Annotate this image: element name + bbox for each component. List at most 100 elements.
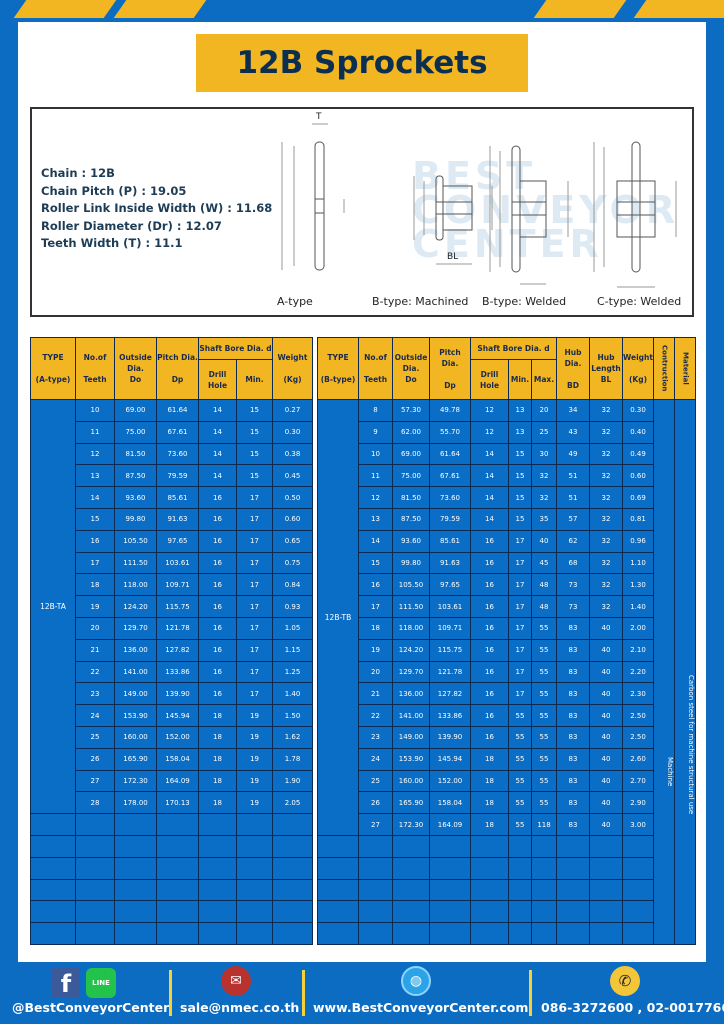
table-row: 12 81.50 73.60 14 15 32 51 32 0.69	[318, 486, 696, 509]
table-cell: 0.40	[622, 420, 654, 444]
empty-cell	[156, 922, 199, 945]
empty-cell	[470, 856, 509, 880]
table-cell: 55	[531, 747, 557, 771]
table-cell: 16	[470, 573, 509, 597]
table-cell: 26	[75, 747, 115, 771]
table-cell: 165.90	[392, 791, 430, 815]
table-cell: 17	[236, 616, 273, 640]
empty-row	[30, 878, 313, 902]
table-cell: 14	[470, 486, 509, 509]
empty-cell	[508, 834, 532, 858]
table-row: 16 105.50 97.65 16 17 0.65	[31, 529, 313, 553]
table-cell: 83	[556, 660, 590, 684]
table-cell: 55	[531, 725, 557, 749]
table-cell: 19	[358, 638, 393, 662]
table-cell: 75.00	[392, 464, 430, 488]
table-cell: 17	[236, 551, 273, 575]
email-link[interactable]: sale@nmec.co.th	[180, 1000, 300, 1015]
phone-number[interactable]: 086-3272600 , 02-0017766	[541, 1000, 724, 1015]
table-cell: 16	[358, 573, 393, 597]
table-cell: 15	[508, 442, 532, 466]
table-cell: 13	[508, 420, 532, 444]
table-cell: 34	[556, 399, 590, 422]
table-cell: 18	[470, 769, 509, 793]
table-cell: 19	[236, 791, 273, 815]
table-cell: 129.70	[392, 660, 430, 684]
table-cell: 22	[75, 660, 115, 684]
table-cell: 32	[589, 442, 623, 466]
empty-row	[317, 834, 696, 858]
table-cell: 2.05	[272, 791, 313, 815]
empty-cell	[30, 878, 76, 902]
table-row: 13 87.50 79.59 14 15 35 57 32 0.81	[318, 507, 696, 531]
empty-cell	[198, 834, 237, 858]
empty-cell	[392, 834, 430, 858]
empty-cell	[589, 878, 623, 902]
table-cell: 55	[531, 704, 557, 727]
table-cell: 0.84	[272, 573, 313, 597]
empty-cell	[30, 834, 76, 858]
table-cell: 158.04	[156, 747, 199, 771]
table-cell: 170.13	[156, 791, 199, 815]
empty-cell	[358, 856, 393, 880]
table-cell: 13	[358, 507, 393, 531]
table-cell: 16	[198, 507, 237, 531]
table-cell: 15	[236, 442, 273, 466]
empty-row	[30, 813, 313, 836]
empty-cell	[198, 878, 237, 902]
table-cell: 129.70	[114, 616, 157, 640]
table-cell: 87.50	[114, 464, 157, 488]
spec-roller-diameter: Roller Diameter (Dr) : 12.07	[41, 218, 222, 233]
header-type: TYPE (A-type)	[30, 337, 76, 400]
table-cell: 172.30	[392, 813, 430, 836]
table-cell: 99.80	[114, 507, 157, 531]
empty-cell	[114, 922, 157, 945]
type-cell: 12B-TA	[30, 398, 76, 815]
empty-cell	[622, 878, 654, 902]
table-cell: 13	[75, 464, 115, 488]
empty-cell	[114, 878, 157, 902]
type-cell: 12B-TB	[317, 399, 359, 836]
social-handle[interactable]: @BestConveyorCenter	[12, 1000, 170, 1015]
globe-icon: ◍	[401, 966, 431, 996]
table-cell: 2.70	[622, 769, 654, 793]
label-b-welded: B-type: Welded	[482, 295, 567, 308]
empty-cell	[392, 878, 430, 902]
table-cell: 11	[75, 420, 115, 444]
line-icon[interactable]: LINE	[86, 968, 116, 998]
empty-cell	[622, 900, 654, 924]
table-cell: 165.90	[114, 747, 157, 771]
table-cell: 55	[508, 747, 532, 771]
table-cell: 17	[236, 573, 273, 597]
table-cell: 152.00	[156, 725, 199, 749]
label-c-welded: C-type: Welded	[597, 295, 682, 308]
empty-cell	[156, 856, 199, 880]
empty-cell	[589, 900, 623, 924]
table-cell: 40	[589, 747, 623, 771]
table-cell: 99.80	[392, 551, 430, 575]
table-cell: 32	[589, 573, 623, 597]
empty-cell	[198, 922, 237, 945]
website-link[interactable]: www.BestConveyorCenter.com	[313, 1000, 529, 1015]
spec-pitch: Chain Pitch (P) : 19.05	[41, 183, 187, 198]
spec-teeth-width: Teeth Width (T) : 11.1	[41, 236, 183, 250]
table-cell: 0.49	[622, 442, 654, 466]
empty-cell	[392, 856, 430, 880]
empty-cell	[317, 856, 359, 880]
table-cell: 55	[508, 791, 532, 815]
table-cell: 18	[358, 616, 393, 640]
table-cell: 15	[358, 551, 393, 575]
table-cell: 55	[531, 660, 557, 684]
header-max: Max.	[531, 359, 557, 400]
b-type-table: TYPE (B-type) No.of Teeth Outside Dia. Do Pi…	[317, 337, 696, 945]
facebook-icon[interactable]: f	[52, 968, 80, 998]
header-construction: Contruction	[653, 337, 675, 400]
table-cell: 28	[75, 791, 115, 815]
table-cell: 164.09	[156, 769, 199, 793]
table-cell: 17	[508, 595, 532, 618]
table-cell: 145.94	[156, 704, 199, 727]
empty-cell	[358, 834, 393, 858]
table-cell: 178.00	[114, 791, 157, 815]
empty-cell	[622, 856, 654, 880]
table-cell: 2.00	[622, 616, 654, 640]
